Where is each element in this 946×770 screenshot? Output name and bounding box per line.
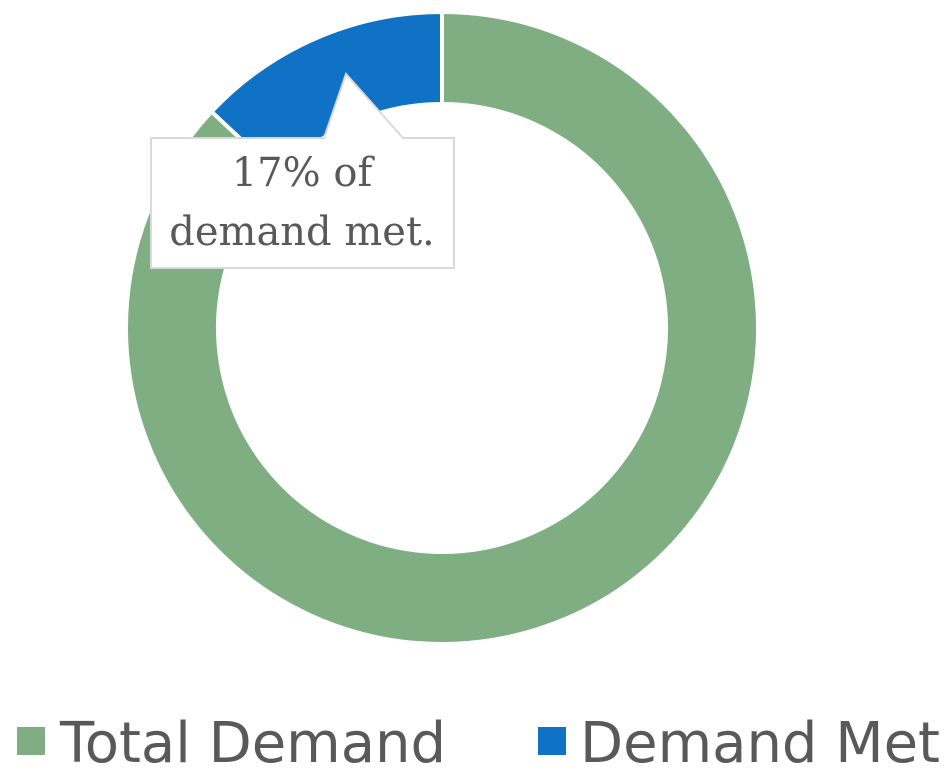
legend-label-total-demand: Total Demand bbox=[59, 711, 446, 770]
legend: Total Demand Demand Met bbox=[17, 711, 940, 770]
callout-line-1: 17% of bbox=[232, 150, 376, 196]
legend-label-demand-met: Demand Met bbox=[580, 711, 940, 770]
doughnut-slices bbox=[124, 9, 760, 646]
callout-box bbox=[150, 72, 455, 269]
callout-line-2: demand met. bbox=[169, 209, 435, 255]
legend-swatch-demand-met bbox=[538, 727, 566, 755]
annotation-callout: 17% of demand met. bbox=[150, 72, 455, 269]
legend-swatch-total-demand bbox=[17, 727, 45, 755]
